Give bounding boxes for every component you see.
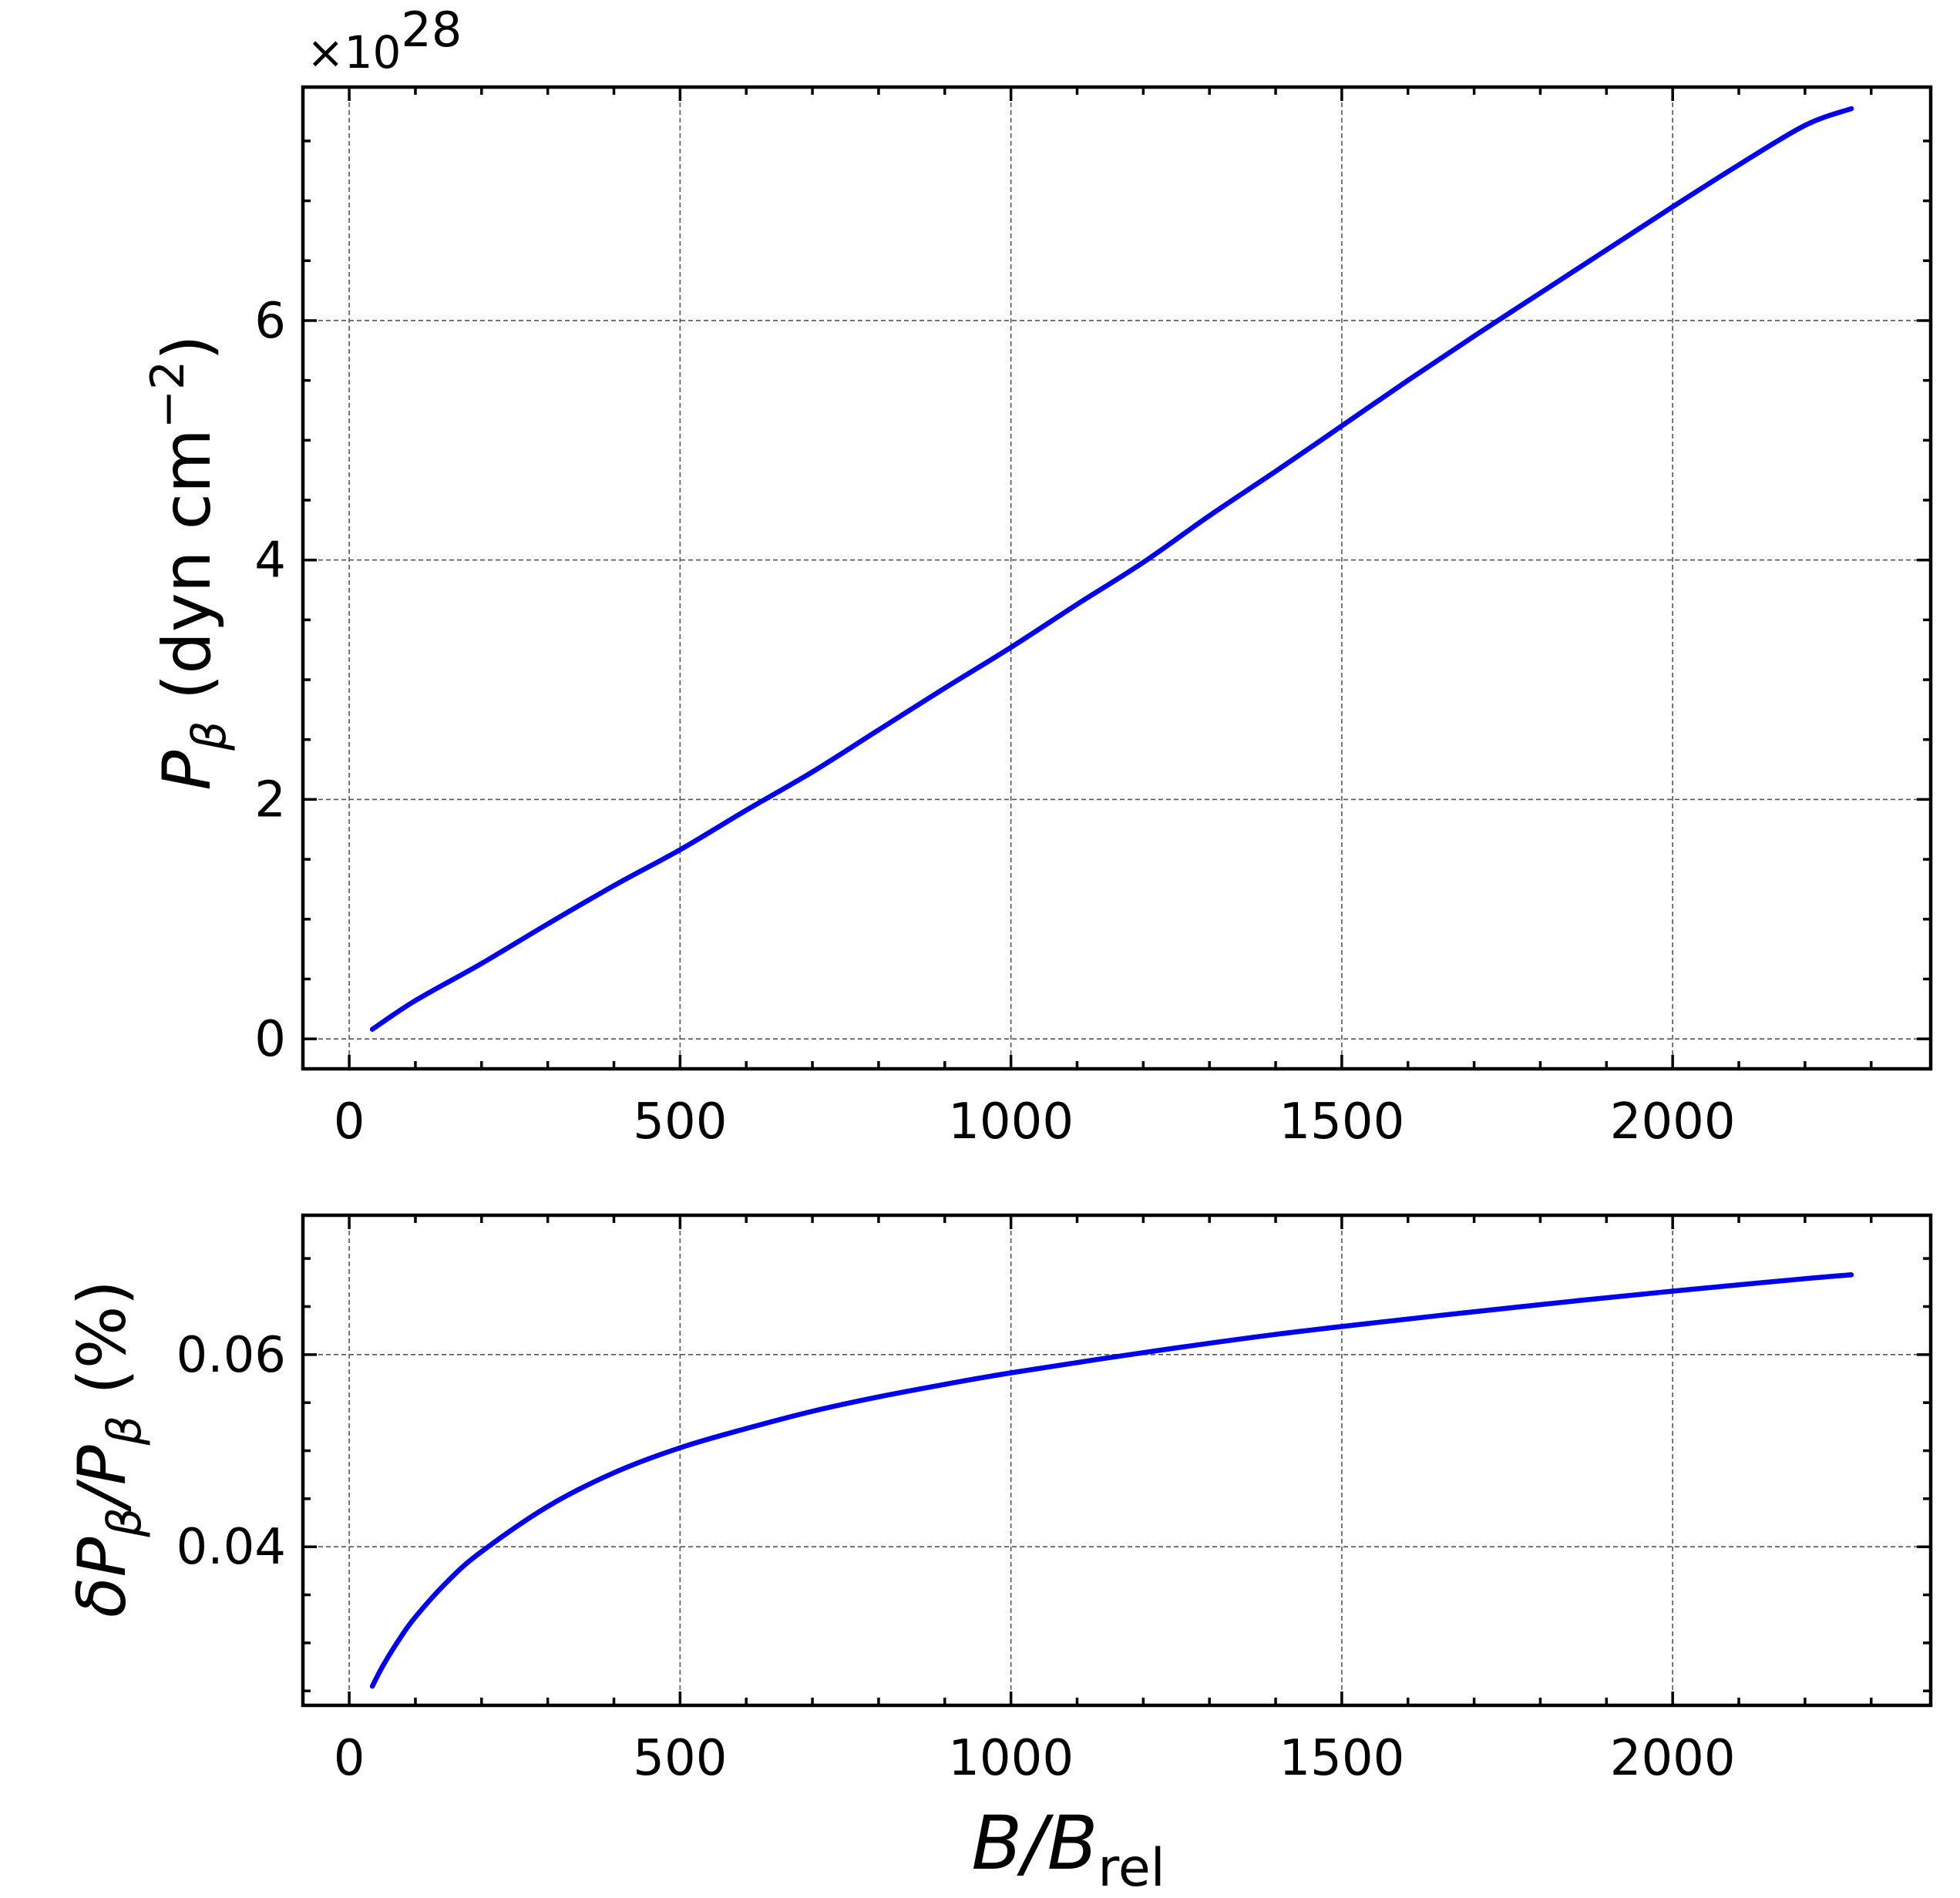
bottom-series-line <box>369 1272 1854 1689</box>
top-y-axis-label: Pβ (dyn cm−2) <box>141 334 237 790</box>
xlabel-subscript: rel <box>1098 1838 1165 1898</box>
y-tick-label: 6 <box>254 293 286 350</box>
offset-exponent: 28 <box>401 2 462 58</box>
xlabel-symbol: B/B <box>971 1800 1098 1886</box>
bottom-y-axis-label: δPβ/Pβ (%) <box>64 1280 152 1617</box>
offset-base: ×10 <box>307 26 401 79</box>
ylabel-symbol: P <box>149 751 226 791</box>
ylabel-delta: δ <box>64 1577 141 1617</box>
bottom-y-tick-labels: 0.04 0.06 <box>177 1327 287 1576</box>
x-tick-label: 500 <box>633 1093 727 1151</box>
x-tick-label: 1500 <box>1279 1093 1404 1151</box>
x-tick-label: 0 <box>334 1093 365 1151</box>
ylabel-subscript: β <box>183 721 237 751</box>
x-tick-label: 2000 <box>1610 1730 1736 1787</box>
x-tick-label: 1000 <box>948 1093 1074 1151</box>
top-x-tick-labels: 0 500 1000 1500 2000 <box>334 1093 1736 1151</box>
top-axes-frame <box>301 85 1933 1071</box>
bottom-x-tick-labels: 0 500 1000 1500 2000 <box>334 1730 1736 1787</box>
top-offset-text: ×1028 <box>307 2 462 79</box>
ylabel-units: (dyn cm <box>149 428 226 700</box>
x-tick-label: 500 <box>633 1730 727 1787</box>
top-y-tick-labels: 0 2 4 6 <box>254 293 286 1068</box>
ylabel-subscript-2: β <box>98 1416 152 1446</box>
x-tick-label: 1000 <box>948 1730 1074 1787</box>
top-grid <box>303 87 1931 1069</box>
ylabel-exponent: −2 <box>141 361 195 428</box>
ylabel-symbol-1: P <box>64 1537 141 1577</box>
ylabel-subscript-1: β <box>98 1507 152 1537</box>
y-tick-label: 0.06 <box>177 1327 287 1384</box>
x-tick-label: 1500 <box>1279 1730 1404 1787</box>
y-tick-label: 2 <box>254 771 286 828</box>
y-tick-label: 0.04 <box>177 1519 287 1576</box>
y-tick-label: 4 <box>254 532 286 590</box>
x-tick-label: 0 <box>334 1730 365 1787</box>
bottom-panel: 0 500 1000 1500 2000 0.04 0.06 δPβ/Pβ (%) B/B… <box>64 1213 1933 1898</box>
top-panel: 0 500 1000 1500 2000 0 2 4 6 ×1028 Pβ (dyn cm−2… <box>141 2 1933 1151</box>
ylabel-units: (%) <box>64 1280 141 1395</box>
bottom-axes-frame <box>301 1213 1933 1708</box>
ylabel-close: ) <box>149 334 226 361</box>
x-tick-label: 2000 <box>1610 1093 1736 1151</box>
y-tick-label: 0 <box>254 1011 286 1068</box>
ylabel-symbol-2: P <box>64 1445 141 1485</box>
top-series-line <box>369 106 1854 1032</box>
x-axis-label: B/Brel <box>971 1800 1165 1898</box>
